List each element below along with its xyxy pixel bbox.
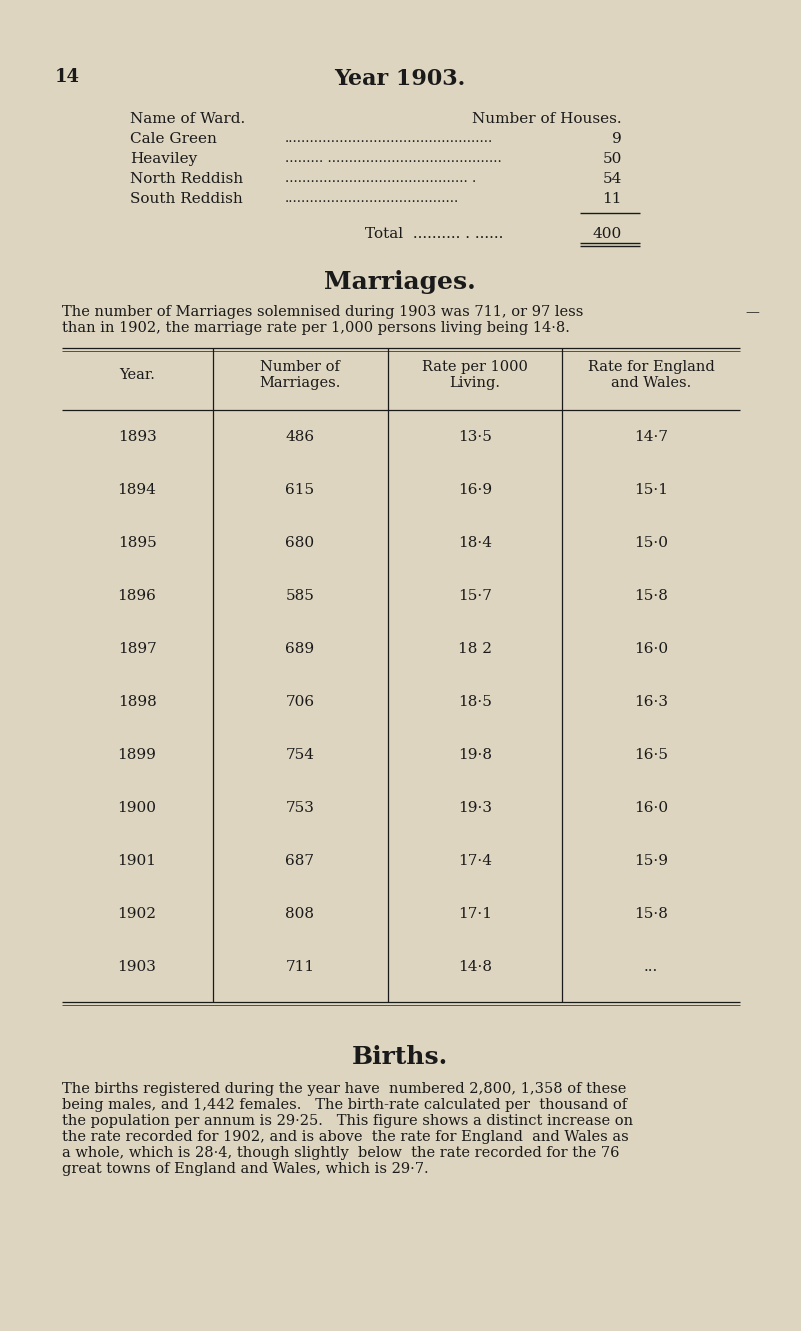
- Text: 15·0: 15·0: [634, 536, 668, 550]
- Text: 754: 754: [285, 748, 315, 763]
- Text: 753: 753: [286, 801, 315, 815]
- Text: Marriages.: Marriages.: [324, 270, 476, 294]
- Text: 16·3: 16·3: [634, 695, 668, 709]
- Text: 615: 615: [285, 483, 315, 496]
- Text: 14·8: 14·8: [458, 960, 492, 974]
- Text: 15·7: 15·7: [458, 590, 492, 603]
- Text: Rate for England: Rate for England: [588, 359, 714, 374]
- Text: 1899: 1899: [118, 748, 156, 763]
- Text: 1897: 1897: [118, 642, 156, 656]
- Text: 400: 400: [593, 228, 622, 241]
- Text: Year 1903.: Year 1903.: [334, 68, 465, 91]
- Text: 689: 689: [285, 642, 315, 656]
- Text: and Wales.: and Wales.: [611, 375, 691, 390]
- Text: 16·9: 16·9: [458, 483, 492, 496]
- Text: The number of Marriages solemnised during 1903 was 711, or 97 less: The number of Marriages solemnised durin…: [62, 305, 583, 319]
- Text: great towns of England and Wales, which is 29·7.: great towns of England and Wales, which …: [62, 1162, 429, 1177]
- Text: ...: ...: [644, 960, 658, 974]
- Text: 1900: 1900: [118, 801, 156, 815]
- Text: 13·5: 13·5: [458, 430, 492, 445]
- Text: 706: 706: [285, 695, 315, 709]
- Text: 14: 14: [55, 68, 80, 87]
- Text: 19·8: 19·8: [458, 748, 492, 763]
- Text: 1903: 1903: [118, 960, 156, 974]
- Text: 1902: 1902: [118, 906, 156, 921]
- Text: 18·5: 18·5: [458, 695, 492, 709]
- Text: Number of Houses.: Number of Houses.: [473, 112, 622, 126]
- Text: 17·1: 17·1: [458, 906, 492, 921]
- Text: South Reddish: South Reddish: [130, 192, 243, 206]
- Text: ......... .........................................: ......... ..............................…: [285, 152, 501, 165]
- Text: 50: 50: [602, 152, 622, 166]
- Text: 585: 585: [286, 590, 315, 603]
- Text: 1898: 1898: [118, 695, 156, 709]
- Text: 15·9: 15·9: [634, 855, 668, 868]
- Text: Name of Ward.: Name of Ward.: [130, 112, 245, 126]
- Text: Living.: Living.: [449, 375, 501, 390]
- Text: 680: 680: [285, 536, 315, 550]
- Text: 54: 54: [602, 172, 622, 186]
- Text: 17·4: 17·4: [458, 855, 492, 868]
- Text: The births registered during the year have  numbered 2,800, 1,358 of these: The births registered during the year ha…: [62, 1082, 626, 1095]
- Text: .........................................: ........................................…: [285, 192, 459, 205]
- Text: 1894: 1894: [118, 483, 156, 496]
- Text: Rate per 1000: Rate per 1000: [422, 359, 528, 374]
- Text: than in 1902, the marriage rate per 1,000 persons living being 14·8.: than in 1902, the marriage rate per 1,00…: [62, 321, 570, 335]
- Text: the rate recorded for 1902, and is above  the rate for England  and Wales as: the rate recorded for 1902, and is above…: [62, 1130, 629, 1145]
- Text: Cale Green: Cale Green: [130, 132, 217, 146]
- Text: 19·3: 19·3: [458, 801, 492, 815]
- Text: 11: 11: [602, 192, 622, 206]
- Text: Number of: Number of: [260, 359, 340, 374]
- Text: 1896: 1896: [118, 590, 156, 603]
- Text: 16·0: 16·0: [634, 642, 668, 656]
- Text: 15·8: 15·8: [634, 906, 668, 921]
- Text: Year.: Year.: [119, 367, 155, 382]
- Text: 486: 486: [285, 430, 315, 445]
- Text: 14·7: 14·7: [634, 430, 668, 445]
- Text: 711: 711: [285, 960, 315, 974]
- Text: 16·5: 16·5: [634, 748, 668, 763]
- Text: 18·4: 18·4: [458, 536, 492, 550]
- Text: the population per annum is 29·25.   This figure shows a distinct increase on: the population per annum is 29·25. This …: [62, 1114, 633, 1127]
- Text: Marriages.: Marriages.: [260, 375, 340, 390]
- Text: ........................................... .: ........................................…: [285, 172, 477, 185]
- Text: a whole, which is 28·4, though slightly  below  the rate recorded for the 76: a whole, which is 28·4, though slightly …: [62, 1146, 619, 1161]
- Text: 1895: 1895: [118, 536, 156, 550]
- Text: 18 2: 18 2: [458, 642, 492, 656]
- Text: 687: 687: [285, 855, 315, 868]
- Text: 1901: 1901: [118, 855, 156, 868]
- Text: 808: 808: [285, 906, 315, 921]
- Text: North Reddish: North Reddish: [130, 172, 244, 186]
- Text: 15·8: 15·8: [634, 590, 668, 603]
- Text: .................................................: ........................................…: [285, 132, 493, 145]
- Text: —: —: [745, 305, 759, 319]
- Text: being males, and 1,442 females.   The birth-rate calculated per  thousand of: being males, and 1,442 females. The birt…: [62, 1098, 627, 1111]
- Text: Total  .......... . ......: Total .......... . ......: [365, 228, 503, 241]
- Text: 16·0: 16·0: [634, 801, 668, 815]
- Text: Heaviley: Heaviley: [130, 152, 197, 166]
- Text: Births.: Births.: [352, 1045, 448, 1069]
- Text: 15·1: 15·1: [634, 483, 668, 496]
- Text: 9: 9: [612, 132, 622, 146]
- Text: 1893: 1893: [118, 430, 156, 445]
